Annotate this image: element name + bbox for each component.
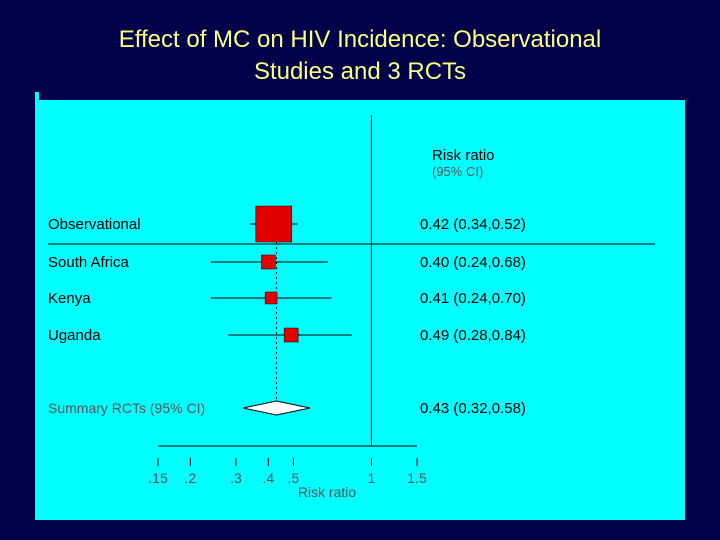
slide-title: Effect of MC on HIV Incidence: Observati… [0,24,720,88]
point-estimate-marker [283,327,299,343]
estimate-label: 0.49 (0.28,0.84) [420,327,526,344]
estimate-label: 0.42 (0.34,0.52) [420,216,526,233]
forest-plot-panel [35,100,685,520]
x-tick-label: .3 [230,470,242,486]
x-tick-label: .5 [288,470,300,486]
slide-title-line-1: Effect of MC on HIV Incidence: Observati… [118,26,602,53]
x-tick-label: .15 [148,470,168,486]
study-label: South Africa [48,254,130,271]
x-tick-label: .2 [185,470,197,486]
x-tick-label: .4 [262,470,274,486]
column-subheader: (95% CI) [432,164,483,179]
point-estimate-marker [255,205,293,243]
x-axis-label: Risk ratio [298,484,357,500]
estimate-label: 0.41 (0.24,0.70) [420,290,526,307]
x-tick-label: 1.5 [407,470,427,486]
study-label: Observational [48,216,141,233]
panel-edge [35,92,39,102]
summary-label: Summary RCTs (95% CI) [48,400,205,416]
slide-title-line-2: Studies and 3 RCTs [253,58,467,85]
estimate-label: 0.40 (0.24,0.68) [420,254,526,271]
summary-estimate-label: 0.43 (0.32,0.58) [420,400,526,417]
summary-diamond [243,400,311,416]
point-estimate-marker [261,254,276,270]
study-label: Kenya [48,290,91,307]
study-label: Uganda [48,327,101,344]
x-tick-label: 1 [367,470,375,486]
column-header: Risk ratio [432,147,495,164]
point-estimate-marker [264,291,278,305]
